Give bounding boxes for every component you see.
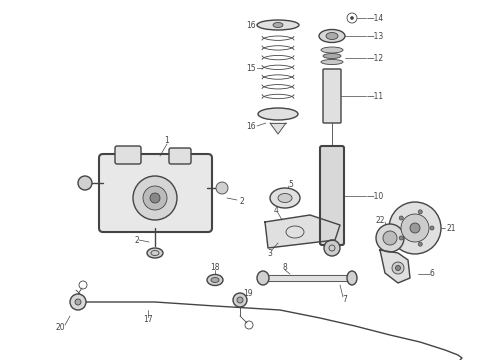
Ellipse shape (321, 47, 343, 53)
Circle shape (133, 176, 177, 220)
Polygon shape (380, 250, 410, 283)
Circle shape (233, 293, 247, 307)
Ellipse shape (347, 271, 357, 285)
Text: 4: 4 (273, 206, 278, 215)
Ellipse shape (270, 188, 300, 208)
Circle shape (350, 17, 353, 19)
Text: 6: 6 (430, 270, 435, 279)
Circle shape (143, 186, 167, 210)
Text: —14: —14 (367, 14, 384, 23)
FancyBboxPatch shape (320, 146, 344, 245)
Polygon shape (265, 275, 350, 281)
Text: —11: —11 (367, 91, 384, 100)
Text: 19: 19 (243, 288, 253, 297)
Text: 16: 16 (246, 21, 256, 30)
Ellipse shape (147, 248, 163, 258)
Circle shape (150, 193, 160, 203)
Circle shape (392, 262, 404, 274)
Circle shape (418, 242, 422, 246)
Text: —12: —12 (367, 54, 384, 63)
Text: 2: 2 (135, 235, 139, 244)
Circle shape (399, 216, 403, 220)
Ellipse shape (273, 23, 283, 27)
Ellipse shape (258, 108, 298, 120)
Text: 18: 18 (210, 264, 220, 273)
Text: 2: 2 (239, 197, 244, 206)
Circle shape (376, 224, 404, 252)
Polygon shape (270, 123, 286, 134)
Ellipse shape (321, 59, 343, 64)
Text: 8: 8 (283, 264, 287, 273)
Text: 22: 22 (375, 216, 385, 225)
Ellipse shape (326, 32, 338, 40)
Circle shape (401, 214, 429, 242)
Circle shape (418, 210, 422, 214)
Ellipse shape (278, 194, 292, 202)
Circle shape (75, 299, 81, 305)
Circle shape (399, 236, 403, 240)
Text: 15: 15 (246, 63, 256, 72)
Ellipse shape (319, 30, 345, 42)
Text: —10: —10 (367, 192, 384, 201)
Text: 7: 7 (343, 296, 347, 305)
FancyBboxPatch shape (169, 148, 191, 164)
Text: 5: 5 (289, 180, 294, 189)
Circle shape (389, 202, 441, 254)
Text: 21: 21 (446, 224, 456, 233)
Text: 16: 16 (246, 122, 256, 131)
Circle shape (237, 297, 243, 303)
Ellipse shape (257, 271, 269, 285)
Ellipse shape (211, 278, 219, 283)
FancyBboxPatch shape (115, 146, 141, 164)
Circle shape (383, 231, 397, 245)
Text: 1: 1 (165, 135, 170, 144)
Ellipse shape (323, 54, 341, 59)
Circle shape (430, 226, 434, 230)
Text: —13: —13 (367, 32, 384, 41)
FancyBboxPatch shape (99, 154, 212, 232)
Ellipse shape (207, 274, 223, 285)
Circle shape (395, 266, 400, 270)
Polygon shape (265, 215, 340, 248)
Circle shape (410, 223, 420, 233)
Circle shape (324, 240, 340, 256)
Ellipse shape (257, 20, 299, 30)
FancyBboxPatch shape (323, 69, 341, 123)
Text: 20: 20 (55, 324, 65, 333)
Circle shape (70, 294, 86, 310)
Circle shape (78, 176, 92, 190)
Text: 3: 3 (268, 248, 272, 257)
Text: 17: 17 (143, 315, 153, 324)
Circle shape (216, 182, 228, 194)
